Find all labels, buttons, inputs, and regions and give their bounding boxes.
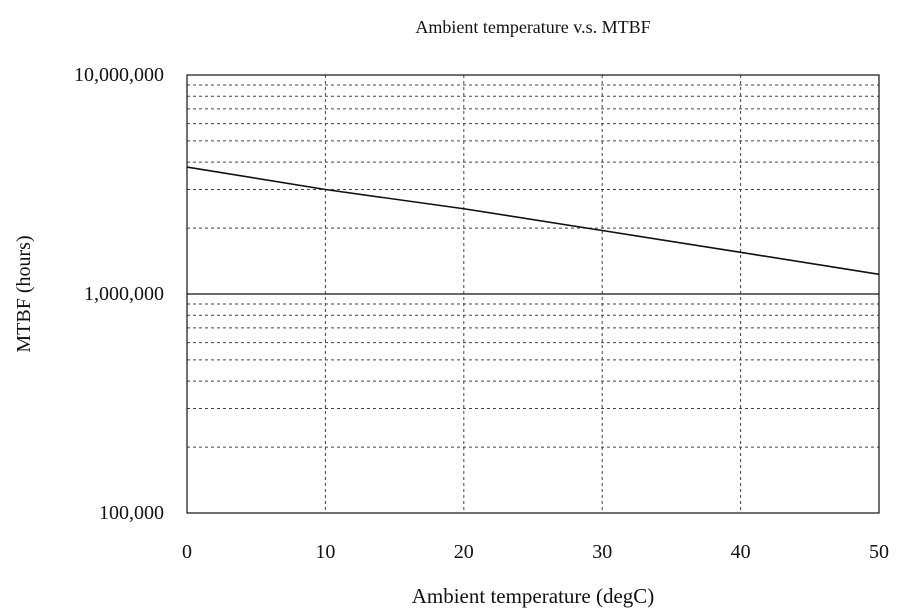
plot-area <box>186 74 880 514</box>
x-tick-label: 0 <box>182 541 192 563</box>
series-layer <box>186 166 880 276</box>
y-axis-label: MTBF (hours) <box>13 235 35 352</box>
x-axis-label: Ambient temperature (degC) <box>412 584 655 608</box>
x-tick-label: 50 <box>869 541 889 563</box>
y-tick-label: 100,000 <box>99 502 164 524</box>
x-tick-label: 20 <box>454 541 474 563</box>
y-tick-label: 1,000,000 <box>84 283 164 305</box>
tick-label-layer: 0 10 20 30 40 50 100,000 1,000,000 10,000,000 <box>74 64 889 563</box>
x-tick-label: 30 <box>592 541 612 563</box>
x-tick-label: 10 <box>315 541 335 563</box>
grid-layer <box>187 75 879 513</box>
x-tick-label: 40 <box>731 541 751 563</box>
chart-title: Ambient temperature v.s. MTBF <box>415 17 650 37</box>
series-line <box>186 166 880 276</box>
y-tick-label: 10,000,000 <box>74 64 164 86</box>
